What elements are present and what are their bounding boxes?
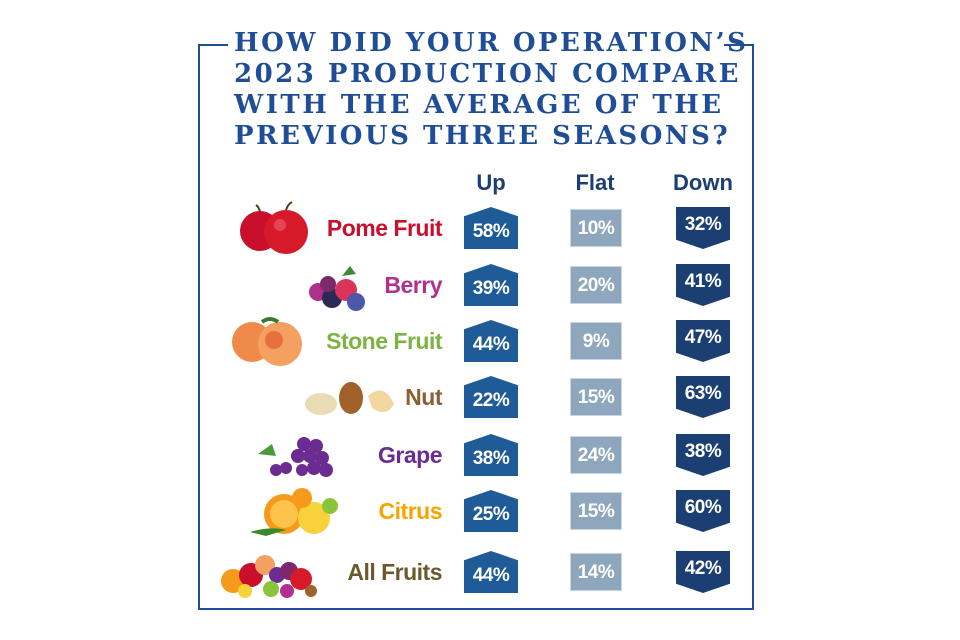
up-value: 44% — [472, 565, 510, 586]
flat-badge: 9% — [570, 322, 622, 360]
fruit-image — [252, 428, 362, 484]
title-line-3: WITH THE AVERAGE OF THE — [234, 90, 724, 120]
fruit-image — [218, 201, 328, 257]
column-header-down: Down — [673, 170, 733, 195]
title-line-2: 2023 PRODUCTION COMPARE — [234, 59, 741, 89]
title-line-4: PREVIOUS THREE SEASONS? — [234, 121, 731, 151]
table-row: All Fruits 44% 14% 42% — [200, 545, 752, 601]
fruit-image — [215, 545, 325, 601]
fruit-image — [240, 484, 350, 540]
up-value: 44% — [472, 334, 510, 355]
fruit-image — [296, 370, 406, 426]
up-badge: 44% — [464, 551, 518, 593]
flat-badge: 14% — [570, 553, 622, 591]
down-badge: 32% — [676, 207, 730, 249]
category-label: All Fruits — [347, 559, 442, 585]
up-badge: 38% — [464, 434, 518, 476]
category-label: Nut — [405, 384, 442, 410]
down-badge: 47% — [676, 320, 730, 362]
down-value: 41% — [684, 271, 722, 292]
down-badge: 63% — [676, 376, 730, 418]
down-badge: 42% — [676, 551, 730, 593]
flat-badge: 15% — [570, 492, 622, 530]
fruit-image — [298, 258, 408, 314]
title-line-1: HOW DID YOUR OPERATION’S — [234, 28, 749, 58]
category-label: Berry — [384, 272, 442, 298]
up-value: 38% — [472, 448, 510, 469]
down-badge: 38% — [676, 434, 730, 476]
table-row: Stone Fruit 44% 9% 47% — [200, 314, 752, 370]
up-value: 39% — [472, 278, 510, 299]
flat-badge: 24% — [570, 436, 622, 474]
flat-badge: 15% — [570, 378, 622, 416]
up-badge: 22% — [464, 376, 518, 418]
flat-value: 9% — [582, 331, 610, 352]
table-row: Grape 38% 24% 38% — [200, 428, 752, 484]
down-value: 38% — [684, 441, 722, 462]
flat-value: 14% — [577, 562, 615, 583]
down-badge: 41% — [676, 264, 730, 306]
down-value: 32% — [684, 214, 722, 235]
category-label: Stone Fruit — [326, 328, 442, 354]
flat-value: 15% — [577, 501, 615, 522]
table-row: Berry 39% 20% 41% — [200, 258, 752, 314]
flat-value: 24% — [577, 445, 615, 466]
table-row: Pome Fruit 58% 10% 32% — [200, 201, 752, 257]
down-value: 47% — [684, 327, 722, 348]
flat-value: 15% — [577, 387, 615, 408]
flat-badge: 10% — [570, 209, 622, 247]
table-row: Citrus 25% 15% 60% — [200, 484, 752, 540]
up-value: 22% — [472, 390, 510, 411]
down-value: 42% — [684, 558, 722, 579]
table-row: Nut 22% 15% 63% — [200, 370, 752, 426]
down-value: 63% — [684, 383, 722, 404]
up-value: 25% — [472, 504, 510, 525]
up-value: 58% — [472, 221, 510, 242]
chart-title: HOW DID YOUR OPERATION’S 2023 PRODUCTION… — [228, 28, 749, 152]
up-badge: 58% — [464, 207, 518, 249]
category-label: Pome Fruit — [326, 215, 443, 241]
up-badge: 39% — [464, 264, 518, 306]
fruit-image — [222, 314, 332, 370]
flat-value: 20% — [577, 275, 615, 296]
up-badge: 25% — [464, 490, 518, 532]
flat-value: 10% — [577, 218, 615, 239]
down-value: 60% — [684, 497, 722, 518]
column-header-up: Up — [476, 170, 506, 195]
column-header-flat: Flat — [575, 170, 615, 195]
up-badge: 44% — [464, 320, 518, 362]
category-label: Citrus — [378, 498, 443, 524]
down-badge: 60% — [676, 490, 730, 532]
category-label: Grape — [378, 442, 442, 468]
flat-badge: 20% — [570, 266, 622, 304]
